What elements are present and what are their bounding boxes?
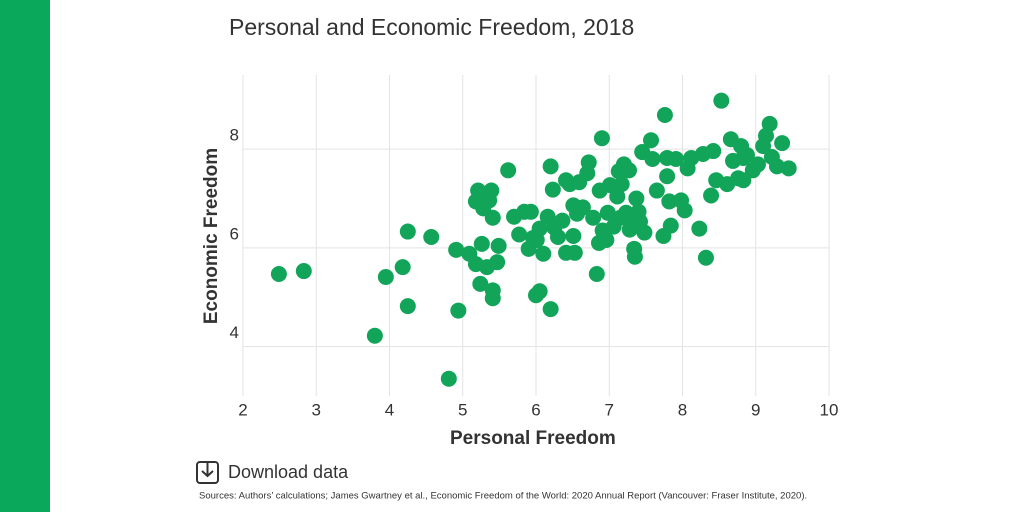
y-tick-label: 6: [230, 224, 239, 243]
download-link[interactable]: Download data: [196, 461, 349, 484]
point: [676, 202, 693, 219]
point: [691, 220, 708, 237]
point: [713, 92, 730, 109]
point: [599, 204, 616, 221]
point: [609, 188, 626, 205]
x-axis-label: Personal Freedom: [450, 428, 616, 449]
x-tick-label: 3: [312, 400, 321, 419]
point: [483, 182, 500, 199]
point: [531, 283, 548, 300]
y-tick-label: 4: [230, 323, 239, 342]
point: [295, 263, 312, 280]
point: [667, 150, 684, 167]
point: [761, 115, 778, 132]
point: [423, 228, 440, 245]
point: [644, 150, 661, 167]
point: [470, 182, 487, 199]
point: [377, 268, 394, 285]
point: [774, 135, 791, 152]
y-axis-label: Economic Freedom: [201, 148, 222, 324]
point: [484, 209, 501, 226]
point: [662, 217, 679, 234]
point: [621, 162, 638, 179]
point: [472, 275, 489, 292]
point: [542, 158, 559, 175]
point: [399, 223, 416, 240]
point: [270, 266, 287, 283]
point: [522, 203, 539, 220]
point: [440, 370, 457, 387]
point: [544, 181, 561, 198]
point: [593, 130, 610, 147]
point: [511, 226, 528, 243]
point: [565, 227, 582, 244]
point: [473, 235, 490, 252]
point: [574, 199, 591, 216]
point: [490, 237, 507, 254]
point: [643, 132, 660, 149]
point: [661, 193, 678, 210]
point: [601, 177, 618, 194]
point: [489, 254, 506, 271]
point: [394, 259, 411, 276]
point: [626, 248, 643, 265]
point: [531, 220, 548, 237]
point: [697, 249, 714, 266]
point: [566, 244, 583, 261]
x-tick-label: 4: [385, 400, 394, 419]
point: [659, 168, 676, 185]
point: [580, 154, 597, 171]
point: [535, 245, 552, 262]
point: [703, 187, 720, 204]
point: [738, 147, 755, 164]
point: [598, 231, 615, 248]
download-arrow: [201, 462, 214, 478]
x-tick-label: 2: [238, 400, 247, 419]
point: [448, 241, 465, 258]
chart-title: Personal and Economic Freedom, 2018: [229, 14, 634, 40]
point: [549, 228, 566, 245]
point: [399, 298, 416, 315]
x-tick-label: 8: [678, 400, 687, 419]
side-bar: [0, 0, 50, 512]
point: [613, 176, 630, 193]
point: [542, 301, 559, 318]
point: [554, 212, 571, 229]
point: [656, 107, 673, 124]
point: [450, 302, 467, 319]
point: [628, 190, 645, 207]
point: [484, 282, 501, 299]
point: [780, 160, 797, 177]
point: [648, 182, 665, 199]
x-tick-label: 10: [820, 400, 839, 419]
y-tick-label: 8: [230, 126, 239, 145]
point: [705, 143, 722, 160]
point: [366, 327, 383, 344]
point: [636, 224, 653, 241]
download-text[interactable]: Download data: [228, 462, 349, 482]
point: [585, 209, 602, 226]
x-tick-label: 7: [605, 400, 614, 419]
point: [500, 162, 517, 179]
point: [749, 156, 766, 173]
point: [735, 172, 752, 189]
x-tick-label: 6: [531, 400, 540, 419]
source-note: Sources: Authors’ calculations; James Gw…: [199, 491, 807, 502]
x-tick-label: 9: [751, 400, 760, 419]
point: [588, 266, 605, 283]
x-tick-label: 5: [458, 400, 467, 419]
